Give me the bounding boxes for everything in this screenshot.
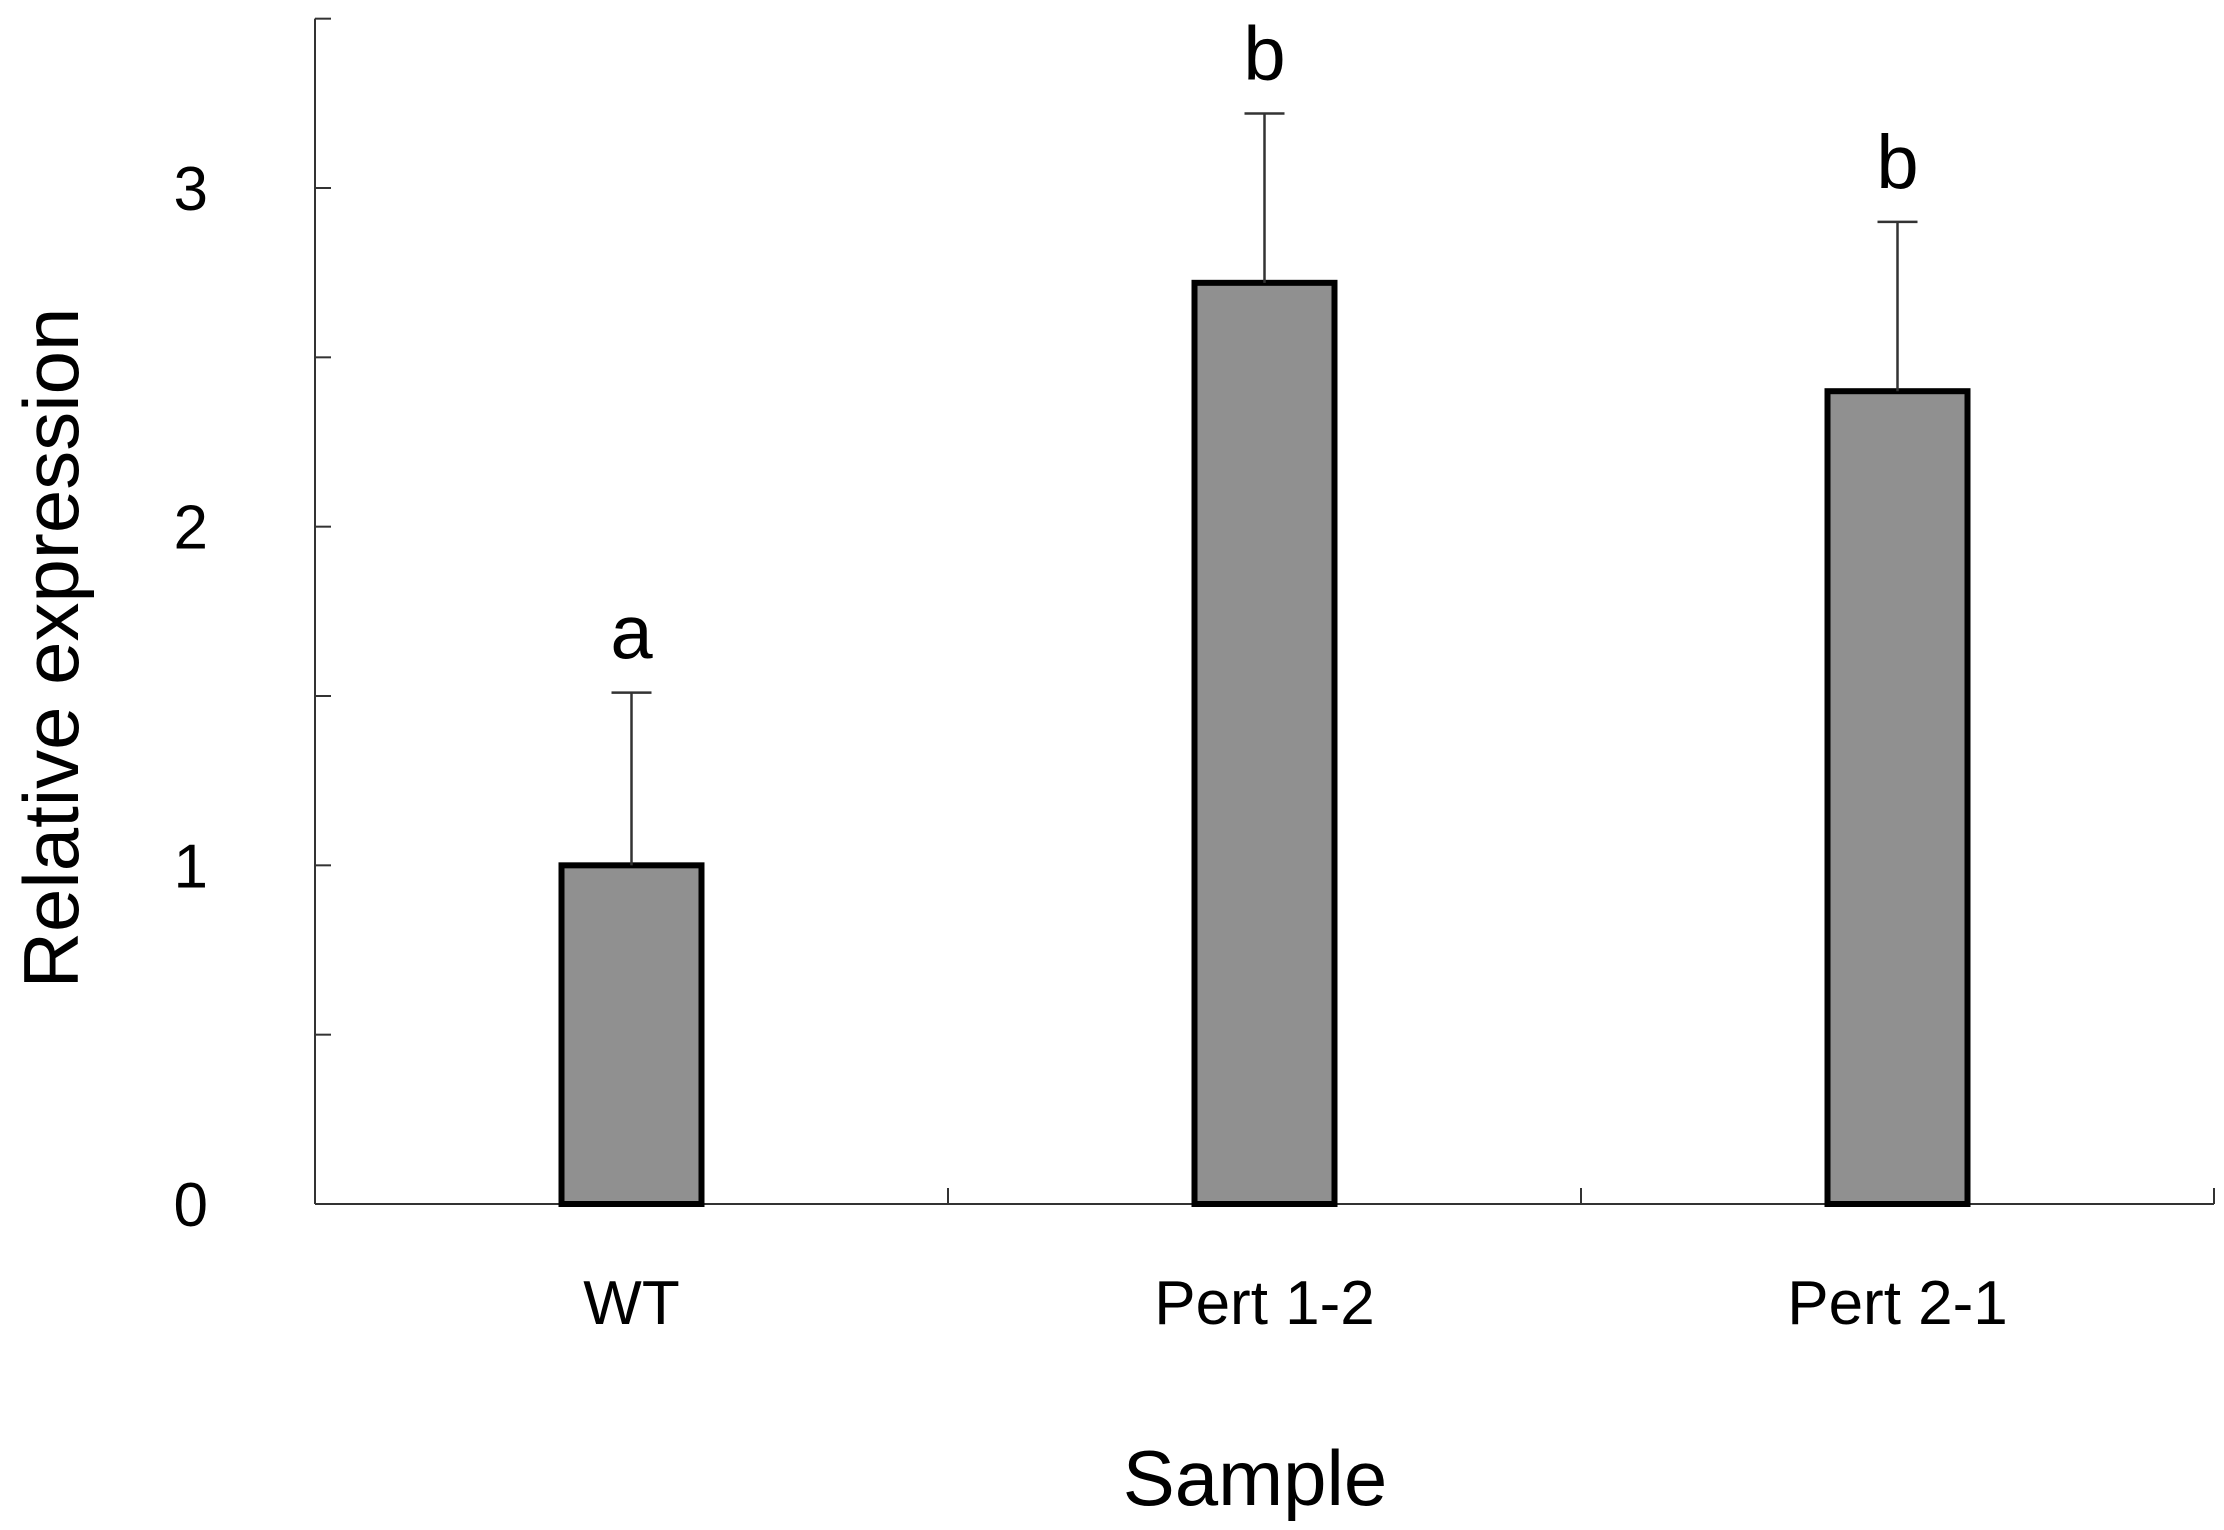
labels: a WT b Pert 1-2 b Pert 2-1 — [583, 11, 2007, 1338]
y-tick-label: 2 — [174, 494, 208, 563]
y-tick-label: 3 — [174, 155, 208, 224]
significance-label: b — [1876, 120, 1918, 205]
y-axis-title: Relative expression — [7, 308, 95, 989]
x-tick-label: Pert 1-2 — [1154, 1269, 1375, 1338]
x-tick-label: Pert 2-1 — [1787, 1269, 2008, 1338]
error-bars — [611, 112, 1918, 866]
significance-label: b — [1243, 11, 1285, 96]
x-axis-title: Sample — [1123, 1434, 1387, 1522]
y-tick-label: 1 — [174, 832, 208, 901]
bars — [558, 279, 1971, 1207]
bar — [558, 862, 705, 1207]
bar — [1824, 388, 1971, 1207]
y-tick-label: 0 — [174, 1171, 208, 1240]
x-tick-label: WT — [583, 1269, 679, 1338]
bar — [1191, 279, 1338, 1207]
significance-label: a — [610, 591, 653, 676]
